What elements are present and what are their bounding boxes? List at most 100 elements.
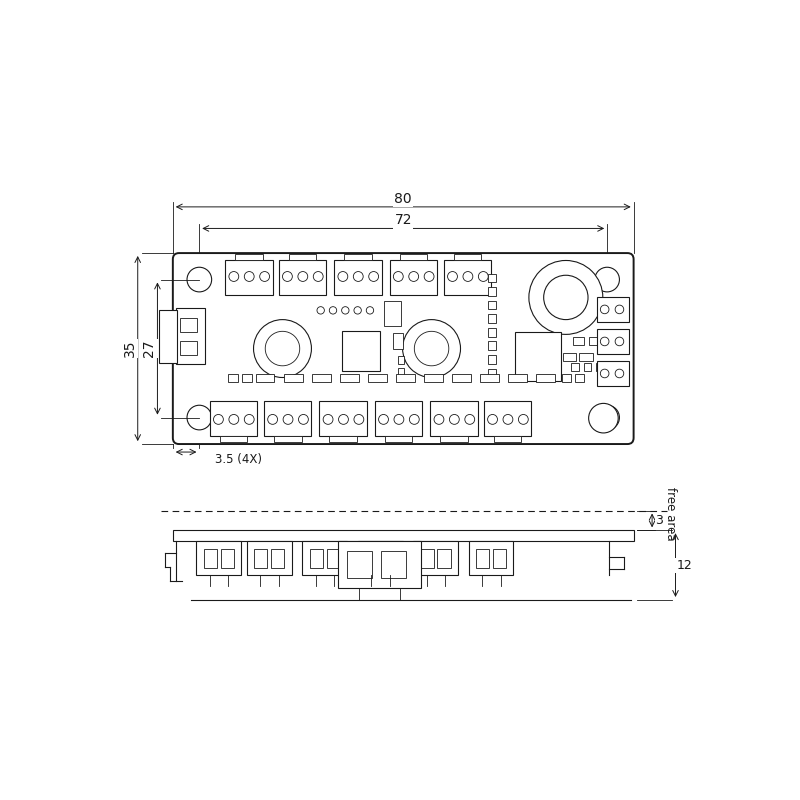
Circle shape (414, 331, 449, 366)
Circle shape (434, 414, 444, 424)
Bar (574, 338, 584, 345)
Circle shape (254, 320, 311, 378)
Circle shape (488, 414, 498, 424)
Bar (394, 333, 403, 349)
Circle shape (244, 414, 254, 424)
Bar (469, 542, 514, 575)
Bar (319, 401, 367, 436)
Circle shape (354, 414, 364, 424)
Bar (235, 254, 262, 260)
Bar (424, 374, 442, 382)
Bar (596, 363, 603, 371)
Bar (180, 341, 197, 354)
Circle shape (366, 306, 374, 314)
Bar (494, 436, 522, 442)
Circle shape (338, 414, 349, 424)
Bar (284, 374, 302, 382)
Bar (278, 260, 326, 295)
Bar (176, 308, 206, 364)
Circle shape (260, 271, 270, 282)
Circle shape (323, 414, 333, 424)
Bar (246, 542, 292, 575)
Bar (196, 542, 242, 575)
Bar (342, 331, 381, 371)
Bar (384, 301, 402, 326)
Bar (488, 328, 496, 337)
Bar (338, 542, 421, 587)
Bar (484, 401, 531, 436)
Text: 27: 27 (142, 340, 157, 358)
Bar (180, 318, 197, 332)
Circle shape (447, 271, 458, 282)
Circle shape (600, 337, 609, 346)
Bar (493, 549, 506, 568)
Bar (508, 374, 526, 382)
Circle shape (503, 414, 513, 424)
Bar (430, 401, 478, 436)
Bar (440, 436, 468, 442)
Circle shape (529, 261, 603, 334)
Circle shape (330, 306, 337, 314)
Bar (488, 369, 496, 378)
Circle shape (298, 414, 308, 424)
Text: free area: free area (664, 487, 677, 541)
Circle shape (402, 320, 461, 378)
Circle shape (410, 414, 419, 424)
Circle shape (600, 305, 609, 314)
Bar (159, 310, 177, 362)
Bar (488, 355, 496, 364)
Circle shape (615, 337, 624, 346)
Bar (264, 401, 311, 436)
Bar (399, 254, 427, 260)
Bar (226, 260, 273, 295)
Bar (398, 357, 405, 364)
Circle shape (369, 271, 378, 282)
Circle shape (594, 267, 619, 292)
Bar (390, 260, 437, 295)
Bar (571, 363, 578, 371)
Bar (340, 374, 358, 382)
Bar (452, 374, 470, 382)
Circle shape (342, 306, 349, 314)
Bar (488, 274, 496, 282)
Bar (312, 374, 330, 382)
Text: 72: 72 (394, 214, 412, 227)
Circle shape (465, 414, 474, 424)
Circle shape (229, 414, 238, 424)
Circle shape (314, 271, 323, 282)
Bar (310, 549, 323, 568)
Bar (382, 549, 395, 568)
Circle shape (478, 271, 488, 282)
Bar (358, 542, 402, 575)
Bar (589, 338, 600, 345)
Bar (334, 260, 382, 295)
Circle shape (282, 271, 292, 282)
Bar (228, 374, 238, 382)
Text: 80: 80 (394, 192, 412, 206)
Bar (536, 374, 554, 382)
Circle shape (518, 414, 528, 424)
Bar (271, 549, 284, 568)
Bar (438, 549, 450, 568)
Circle shape (463, 271, 473, 282)
Bar (274, 436, 302, 442)
Bar (597, 329, 630, 354)
Bar (488, 342, 496, 350)
Bar (330, 436, 357, 442)
Bar (421, 549, 434, 568)
Circle shape (187, 267, 212, 292)
Circle shape (354, 306, 362, 314)
Bar (289, 254, 316, 260)
Bar (562, 374, 570, 382)
Circle shape (378, 414, 389, 424)
Bar (254, 549, 267, 568)
Circle shape (187, 406, 212, 430)
Bar (256, 374, 274, 382)
Bar (488, 301, 496, 310)
Bar (210, 401, 258, 436)
Circle shape (298, 271, 308, 282)
Bar (242, 374, 252, 382)
Bar (575, 374, 584, 382)
Text: 12: 12 (676, 558, 692, 571)
Bar (579, 353, 593, 361)
